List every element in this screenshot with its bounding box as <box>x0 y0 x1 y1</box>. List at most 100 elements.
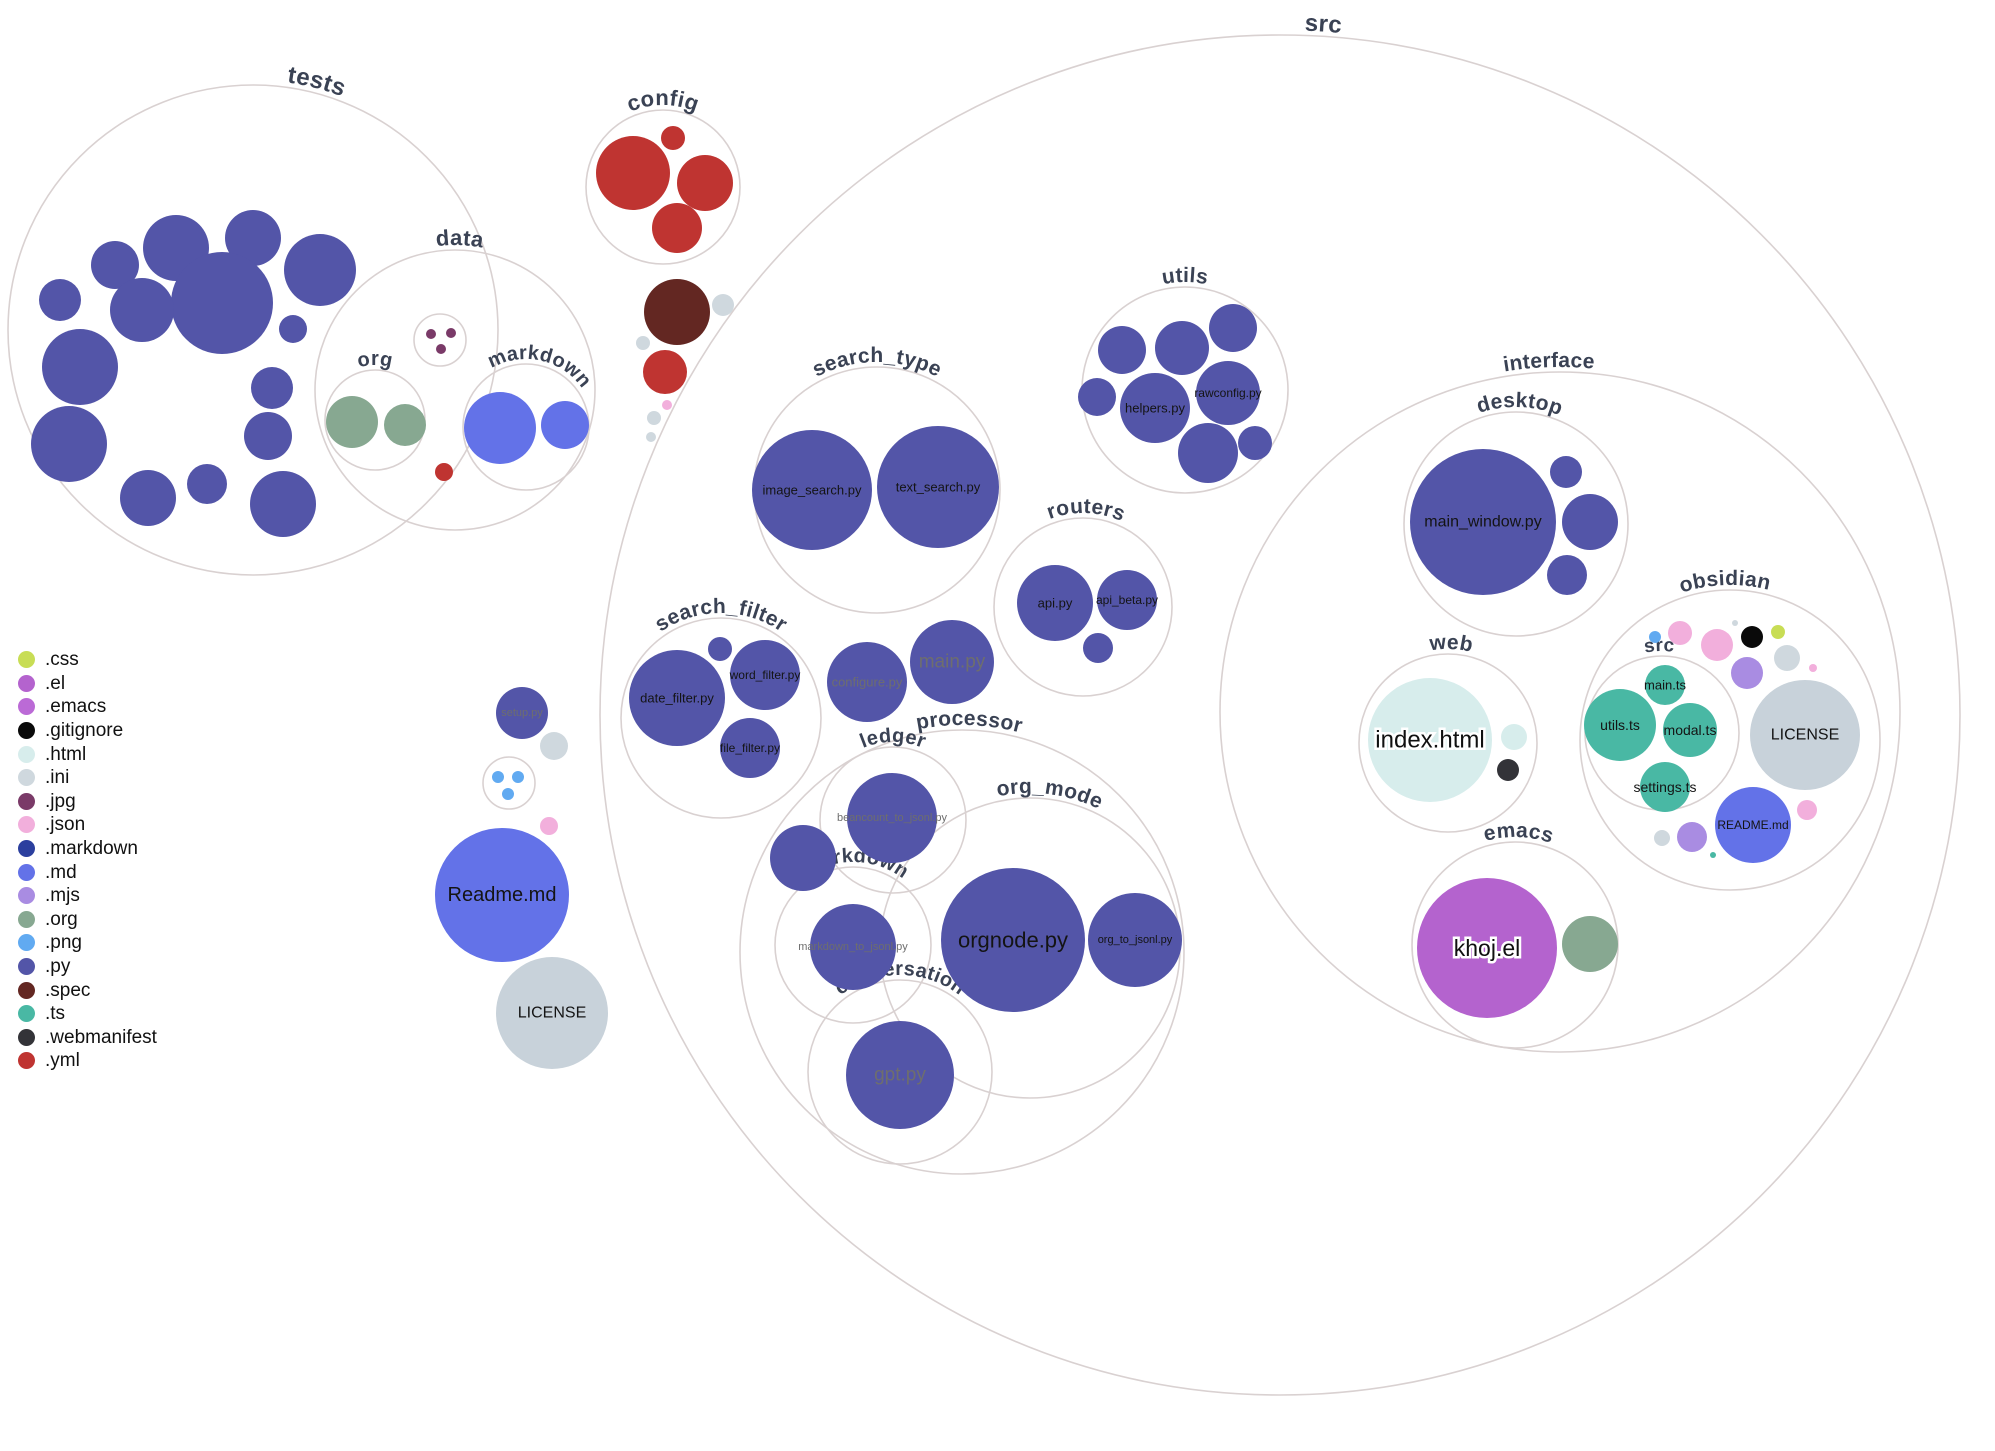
file-bubble-json[interactable] <box>1668 621 1692 645</box>
file-bubble-py[interactable] <box>225 210 281 266</box>
folder-circle-processor-markdown[interactable] <box>774 866 932 1024</box>
file-bubble-png[interactable] <box>1649 631 1661 643</box>
file-bubble-main.ts[interactable] <box>1645 665 1685 705</box>
file-bubble-py[interactable] <box>284 234 356 306</box>
file-bubble-word_filter.py[interactable] <box>730 640 800 710</box>
file-bubble-org[interactable] <box>1562 916 1618 972</box>
file-bubble-setup.py[interactable] <box>496 687 548 739</box>
file-bubble-markdown_to_jsonl.py[interactable] <box>810 904 896 990</box>
folder-circle-data-jpg-folder[interactable] <box>413 313 467 367</box>
file-bubble-ini[interactable] <box>646 432 656 442</box>
file-bubble-py[interactable] <box>31 406 107 482</box>
file-bubble-ini[interactable] <box>647 411 661 425</box>
file-bubble-khoj.el[interactable] <box>1417 878 1557 1018</box>
file-bubble-webmanifest[interactable] <box>1497 759 1519 781</box>
file-bubble-ini[interactable] <box>1774 645 1800 671</box>
file-bubble-ini[interactable] <box>540 732 568 760</box>
file-bubble-py[interactable] <box>708 637 732 661</box>
file-bubble-py[interactable] <box>1178 423 1238 483</box>
folder-circle-processor[interactable] <box>739 729 1185 1175</box>
file-bubble-py[interactable] <box>120 470 176 526</box>
file-bubble-css[interactable] <box>1771 625 1785 639</box>
file-bubble-date_filter.py[interactable] <box>629 650 725 746</box>
file-bubble-org_to_jsonl.py[interactable] <box>1088 893 1182 987</box>
file-bubble-org[interactable] <box>326 396 378 448</box>
file-bubble-mjs[interactable] <box>1731 657 1763 689</box>
file-bubble-api.py[interactable] <box>1017 565 1093 641</box>
file-bubble-modal.ts[interactable] <box>1663 703 1717 757</box>
file-bubble-py[interactable] <box>42 329 118 405</box>
file-bubble-mjs[interactable] <box>1677 822 1707 852</box>
file-bubble-jpg[interactable] <box>436 344 446 354</box>
file-bubble-api_beta.py[interactable] <box>1097 570 1157 630</box>
folder-circle-search_filter[interactable] <box>620 617 822 819</box>
file-bubble-py[interactable] <box>1238 426 1272 460</box>
file-bubble-py[interactable] <box>1547 555 1587 595</box>
file-bubble-py[interactable] <box>110 278 174 342</box>
file-bubble-main_window.py[interactable] <box>1410 449 1556 595</box>
file-bubble-yml[interactable] <box>677 155 733 211</box>
file-bubble-text_search.py[interactable] <box>877 426 999 548</box>
file-bubble-ini[interactable] <box>712 294 734 316</box>
file-bubble-main.py[interactable] <box>910 620 994 704</box>
folder-circle-data-markdown[interactable] <box>462 363 590 491</box>
file-bubble-md[interactable] <box>541 401 589 449</box>
folder-circle-web[interactable] <box>1358 653 1538 833</box>
file-bubble-org[interactable] <box>384 404 426 446</box>
file-bubble-ini[interactable] <box>1654 830 1670 846</box>
file-bubble-beancount_to_jsonl.py[interactable] <box>847 773 937 863</box>
folder-circle-routers[interactable] <box>993 517 1173 697</box>
file-bubble-jpg[interactable] <box>446 328 456 338</box>
folder-circle-data[interactable] <box>314 249 596 531</box>
file-bubble-py[interactable] <box>1078 378 1116 416</box>
file-bubble-json[interactable] <box>1797 800 1817 820</box>
file-bubble-index.html[interactable] <box>1368 678 1492 802</box>
file-bubble-py[interactable] <box>279 315 307 343</box>
folder-circle-config[interactable] <box>585 109 741 265</box>
file-bubble-yml[interactable] <box>661 126 685 150</box>
file-bubble-json[interactable] <box>662 400 672 410</box>
file-bubble-py[interactable] <box>251 367 293 409</box>
file-bubble-LICENSE[interactable] <box>1750 680 1860 790</box>
file-bubble-png[interactable] <box>492 771 504 783</box>
file-bubble-gpt.py[interactable] <box>846 1021 954 1129</box>
file-bubble-spec[interactable] <box>644 279 710 345</box>
file-bubble-py[interactable] <box>1098 326 1146 374</box>
file-bubble-jpg[interactable] <box>426 329 436 339</box>
file-bubble-yml[interactable] <box>643 350 687 394</box>
file-bubble-utils.ts[interactable] <box>1584 689 1656 761</box>
file-bubble-yml[interactable] <box>596 136 670 210</box>
file-bubble-orgnode.py[interactable] <box>941 868 1085 1012</box>
file-bubble-settings.ts[interactable] <box>1640 762 1690 812</box>
folder-circle-tests[interactable] <box>7 84 499 576</box>
file-bubble-py[interactable] <box>1562 494 1618 550</box>
folder-circle-png-folder[interactable] <box>482 756 536 810</box>
file-bubble-json[interactable] <box>1701 629 1733 661</box>
file-bubble-image_search.py[interactable] <box>752 430 872 550</box>
file-bubble-yml[interactable] <box>652 203 702 253</box>
folder-circle-interface[interactable] <box>1219 371 1901 1053</box>
file-bubble-html[interactable] <box>1501 724 1527 750</box>
file-bubble-py[interactable] <box>91 241 139 289</box>
file-bubble-ini[interactable] <box>636 336 650 350</box>
file-bubble-py[interactable] <box>187 464 227 504</box>
file-bubble-py[interactable] <box>1550 456 1582 488</box>
file-bubble-README.md[interactable] <box>1715 787 1791 863</box>
file-bubble-py[interactable] <box>244 412 292 460</box>
file-bubble-json[interactable] <box>540 817 558 835</box>
folder-circle-conversation[interactable] <box>807 979 993 1165</box>
file-bubble-json[interactable] <box>1809 664 1817 672</box>
file-bubble-Readme.md[interactable] <box>435 828 569 962</box>
file-bubble-LICENSE[interactable] <box>496 957 608 1069</box>
file-bubble-png[interactable] <box>512 771 524 783</box>
file-bubble-py[interactable] <box>770 825 836 891</box>
file-bubble-py[interactable] <box>1209 304 1257 352</box>
file-bubble-py[interactable] <box>39 279 81 321</box>
file-bubble-py[interactable] <box>171 252 273 354</box>
file-bubble-ini[interactable] <box>1732 620 1738 626</box>
folder-circle-ledger[interactable] <box>819 746 967 894</box>
folder-circle-emacs[interactable] <box>1411 841 1619 1049</box>
file-bubble-png[interactable] <box>502 788 514 800</box>
folder-circle-src[interactable] <box>599 34 1961 1396</box>
file-bubble-py[interactable] <box>1155 321 1209 375</box>
